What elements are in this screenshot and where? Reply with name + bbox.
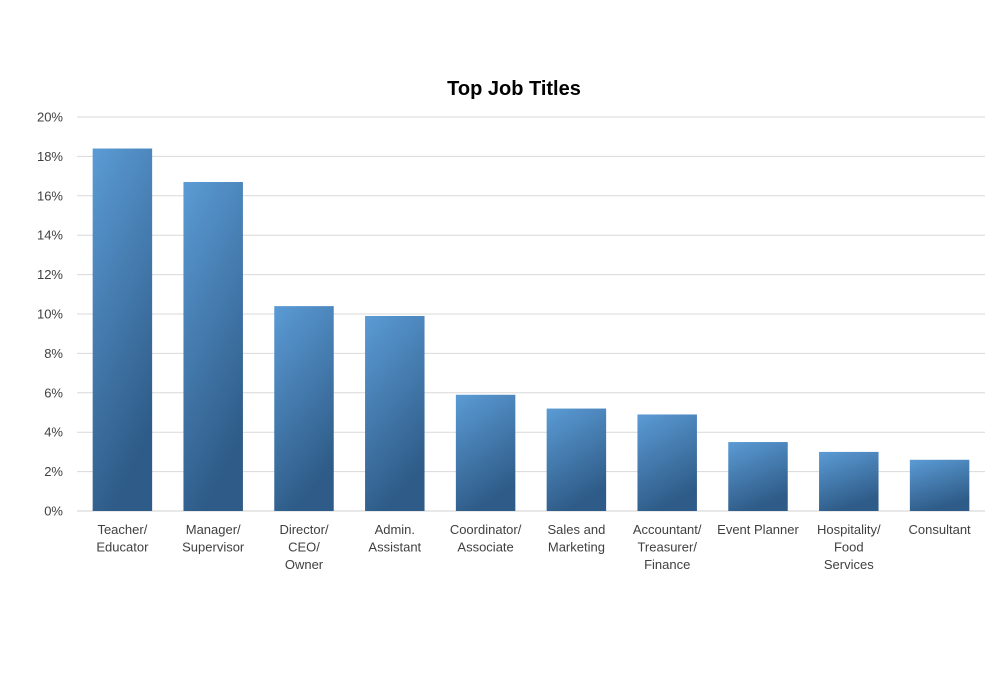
chart-title: Top Job Titles <box>447 78 581 100</box>
bar <box>728 442 788 511</box>
x-tick-label-line: Event Planner <box>717 522 799 537</box>
bar <box>909 459 970 511</box>
x-tick-label-line: Supervisor <box>182 540 245 555</box>
x-tick-label-line: Coordinator/ <box>450 522 522 537</box>
x-tick-label-line: Consultant <box>909 522 972 537</box>
x-tick-label-line: Director/ <box>279 522 329 537</box>
y-tick-label: 8% <box>44 346 63 361</box>
x-tick-label: Coordinator/Associate <box>450 522 522 555</box>
y-tick-label: 6% <box>44 385 63 400</box>
y-axis-ticks: 0% 2% 4% 6% 8% 10% 12% 14% 16% 18% 20% <box>37 110 63 519</box>
x-tick-label-line: Owner <box>285 557 324 572</box>
bar <box>455 394 516 511</box>
y-tick-label: 0% <box>44 504 63 519</box>
x-tick-label-line: Admin. <box>375 522 415 537</box>
x-tick-label: Hospitality/Food Services <box>817 522 881 572</box>
y-tick-label: 18% <box>37 149 63 164</box>
bars <box>92 148 970 511</box>
x-tick-label-line: CEO/ <box>288 540 320 555</box>
x-tick-label: Sales and Marketing <box>547 522 605 555</box>
y-tick-label: 20% <box>37 110 63 125</box>
bar <box>637 414 697 511</box>
bar <box>546 408 607 511</box>
x-tick-label-line: Associate <box>457 540 513 555</box>
y-tick-label: 4% <box>44 425 63 440</box>
x-tick-label-line: Food <box>834 540 864 555</box>
x-tick-label-line: Manager/ <box>186 522 241 537</box>
x-tick-label-line: Treasurer/ <box>637 540 697 555</box>
x-tick-label-line: Teacher/ <box>97 522 147 537</box>
bar <box>819 451 879 511</box>
x-tick-label-line: Sales and <box>547 522 605 537</box>
bar <box>92 148 153 511</box>
x-tick-label-line: Assistant <box>368 540 421 555</box>
y-tick-label: 16% <box>37 188 63 203</box>
x-tick-label: Consultant <box>909 522 972 537</box>
bar <box>274 306 334 511</box>
x-tick-label: Accountant/Treasurer/Finance <box>633 522 702 572</box>
x-tick-label: Manager/Supervisor <box>182 522 245 555</box>
x-tick-label-line: Educator <box>96 540 149 555</box>
x-tick-label: Event Planner <box>717 522 799 537</box>
x-tick-label-line: Hospitality/ <box>817 522 881 537</box>
y-tick-label: 10% <box>37 307 63 322</box>
x-tick-label-line: Finance <box>644 557 690 572</box>
y-tick-label: 2% <box>44 464 63 479</box>
y-tick-label: 12% <box>37 267 63 282</box>
x-tick-label: Director/CEO/Owner <box>279 522 329 572</box>
y-tick-label: 14% <box>37 228 63 243</box>
bar <box>365 315 425 511</box>
x-tick-label-line: Services <box>824 557 874 572</box>
x-tick-label-line: Marketing <box>548 540 605 555</box>
x-axis-ticks: Teacher/Educator Manager/Supervisor Direct… <box>96 522 971 572</box>
x-tick-label-line: Accountant/ <box>633 522 702 537</box>
bar <box>183 182 243 511</box>
x-tick-label: Admin. Assistant <box>368 522 421 555</box>
x-tick-label: Teacher/Educator <box>96 522 149 555</box>
